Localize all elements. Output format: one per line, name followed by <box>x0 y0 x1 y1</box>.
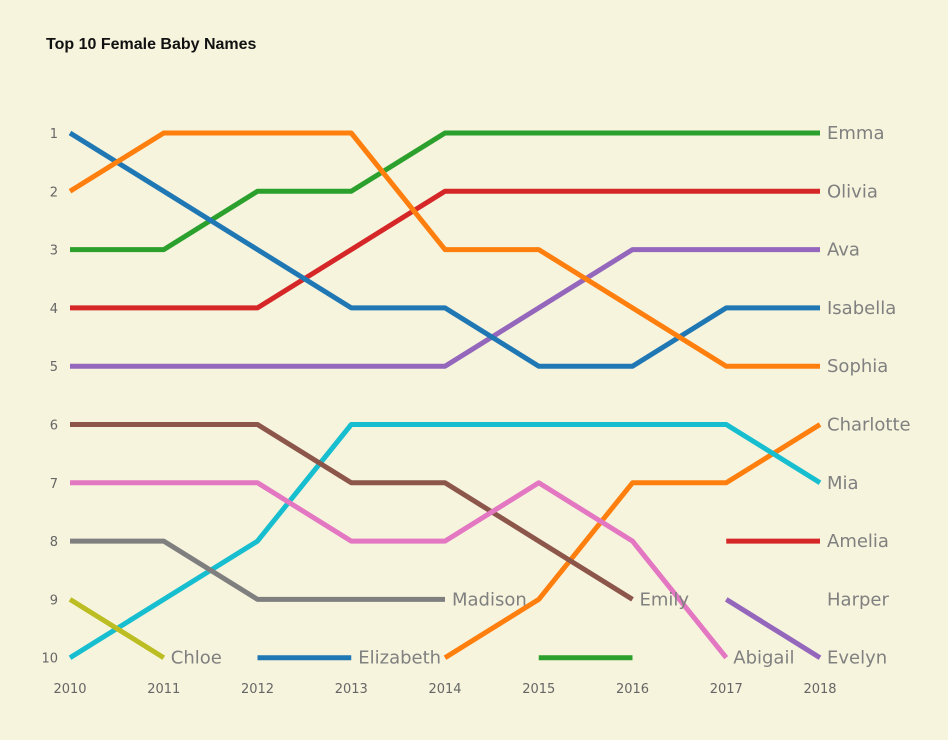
y-tick-label: 1 <box>50 127 58 142</box>
y-tick-label: 6 <box>50 419 58 434</box>
chart-title: Top 10 Female Baby Names <box>46 36 257 53</box>
series-label-elizabeth: Elizabeth <box>358 648 441 669</box>
y-tick-label: 5 <box>50 360 58 375</box>
y-tick-label: 3 <box>50 244 58 259</box>
series-label-emily: Emily <box>640 589 690 610</box>
x-tick-label: 2014 <box>428 682 461 697</box>
series-label-abigail: Abigail <box>733 648 794 669</box>
x-tick-label: 2010 <box>53 682 86 697</box>
series-label-madison: Madison <box>452 589 527 610</box>
series-line-sophia <box>68 130 820 369</box>
series-line-abigail <box>70 480 729 660</box>
series-line-mia <box>68 422 822 660</box>
series-label-harper: Harper <box>827 589 889 610</box>
series-label-charlotte: Charlotte <box>827 415 911 436</box>
y-axis-ticks: 1 2 3 4 5 6 7 8 9 10 <box>41 127 58 667</box>
x-tick-label: 2017 <box>710 682 743 697</box>
series-line-emma <box>70 130 820 253</box>
x-tick-label: 2012 <box>241 682 274 697</box>
series-label-olivia: Olivia <box>827 181 878 202</box>
series-label-emma: Emma <box>827 123 884 144</box>
series-line-madison <box>70 538 445 602</box>
y-tick-label: 9 <box>50 593 58 608</box>
x-tick-label: 2013 <box>335 682 368 697</box>
series-end-labels: Emma Olivia Ava Isabella Sophia Charlotte Mia A… <box>171 123 911 669</box>
y-tick-label: 4 <box>50 302 58 317</box>
x-axis-ticks: 2010 2011 2012 2013 2014 2015 2016 2017 2018 <box>53 682 836 697</box>
series-line-emily <box>70 422 634 602</box>
series-line-ava <box>70 247 820 369</box>
x-tick-label: 2015 <box>522 682 555 697</box>
series-line-evelyn <box>724 597 822 660</box>
y-tick-label: 2 <box>50 185 58 200</box>
series-label-mia: Mia <box>827 473 859 494</box>
series-line-chloe <box>68 597 166 660</box>
series-label-evelyn: Evelyn <box>827 648 887 669</box>
y-tick-label: 10 <box>41 652 58 667</box>
series-label-chloe: Chloe <box>171 648 222 669</box>
series-label-ava: Ava <box>827 240 860 261</box>
series-label-sophia: Sophia <box>827 356 888 377</box>
series-label-isabella: Isabella <box>827 298 896 319</box>
y-tick-label: 7 <box>50 477 58 492</box>
series-label-amelia: Amelia <box>827 531 889 552</box>
x-tick-label: 2011 <box>147 682 180 697</box>
x-tick-label: 2016 <box>616 682 649 697</box>
x-tick-label: 2018 <box>803 682 836 697</box>
series-line-isabella <box>68 130 820 369</box>
series-line-charlotte <box>443 422 822 660</box>
y-tick-label: 8 <box>50 535 58 550</box>
series-lines <box>68 130 822 661</box>
series-line-olivia <box>70 188 820 311</box>
